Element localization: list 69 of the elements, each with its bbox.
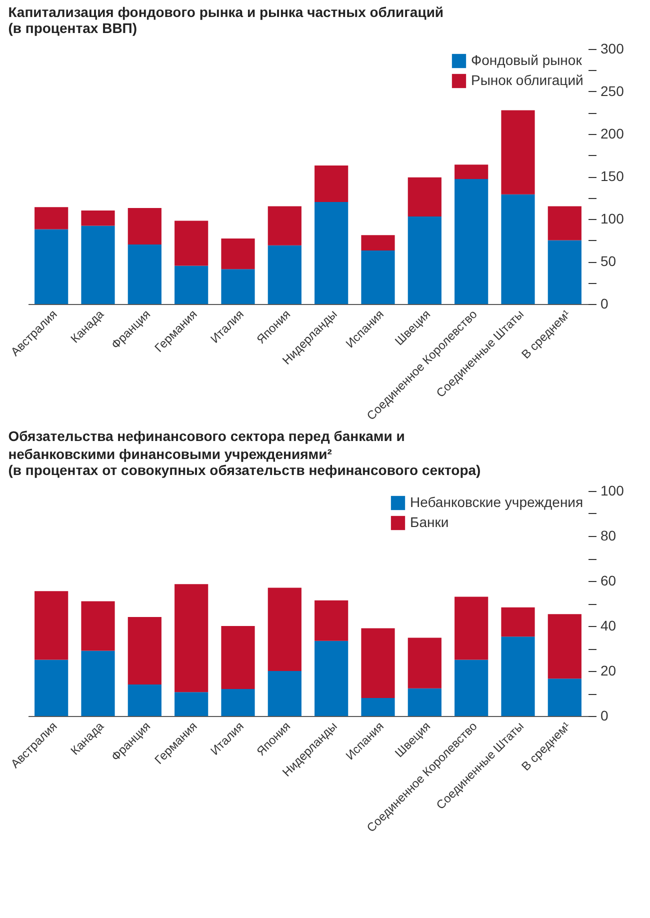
bar [314, 202, 348, 304]
y-tick-label: 0 [600, 296, 608, 312]
bar [268, 245, 302, 304]
chart-subtitle: (в процентах ВВП) [8, 20, 138, 36]
legend-label: Банки [410, 514, 449, 530]
y-tick-label: 100 [600, 210, 624, 226]
bar [174, 692, 208, 716]
bar [501, 607, 535, 637]
bar [408, 177, 442, 216]
y-tick-label: 50 [600, 253, 616, 269]
y-tick-label: 40 [600, 618, 616, 634]
y-tick-label: 60 [600, 572, 616, 588]
bar [454, 660, 488, 716]
bar [501, 636, 535, 716]
y-tick-label: 20 [600, 662, 616, 678]
bar [314, 600, 348, 641]
bar [81, 650, 115, 716]
bar [361, 235, 395, 250]
y-tick-label: 300 [600, 40, 624, 56]
bar [268, 206, 302, 246]
bar [128, 208, 162, 244]
bar [548, 614, 582, 679]
bar [408, 688, 442, 716]
bar [501, 194, 535, 304]
bar [454, 596, 488, 660]
bar [268, 671, 302, 716]
bar [221, 269, 255, 304]
bar [34, 229, 68, 304]
bar [548, 206, 582, 240]
bar [174, 266, 208, 304]
bar [174, 584, 208, 692]
bar [128, 684, 162, 716]
bar [548, 240, 582, 304]
bar [81, 226, 115, 304]
legend-label: Небанковские учреждения [410, 494, 584, 510]
bar [454, 164, 488, 180]
bar [81, 601, 115, 651]
bar [361, 250, 395, 304]
legend-label: Фондовый рынок [471, 52, 583, 68]
y-tick-label: 150 [600, 168, 624, 184]
bar [454, 179, 488, 304]
bar [34, 591, 68, 660]
bar [408, 638, 442, 688]
bar [128, 244, 162, 304]
bar [221, 238, 255, 270]
bar [501, 110, 535, 194]
bar [221, 689, 255, 716]
bar [174, 220, 208, 266]
bar [548, 678, 582, 716]
bar [128, 617, 162, 684]
y-tick-label: 80 [600, 528, 616, 544]
y-tick-label: 0 [600, 708, 608, 724]
chart-subtitle: (в процентах от совокупных обязательств нефинансового сектора) [8, 462, 481, 478]
chart-title: Обязательства нефинансового сектора перед банками и небанковскими финансовыми учреждениями² [8, 428, 405, 462]
bar [268, 588, 302, 671]
bar [408, 216, 442, 304]
bar [221, 626, 255, 689]
bar [81, 210, 115, 226]
y-tick-label: 200 [600, 126, 624, 142]
legend-label: Рынок облигаций [471, 72, 584, 88]
chart-title: Капитализация фондового рынка и рынка частных облигаций [8, 4, 444, 20]
bar [34, 660, 68, 716]
bar [314, 165, 348, 202]
bar [314, 640, 348, 716]
bar [34, 207, 68, 230]
bar [361, 698, 395, 716]
y-tick-label: 250 [600, 83, 624, 99]
y-tick-label: 100 [600, 482, 624, 498]
bar [361, 628, 395, 698]
